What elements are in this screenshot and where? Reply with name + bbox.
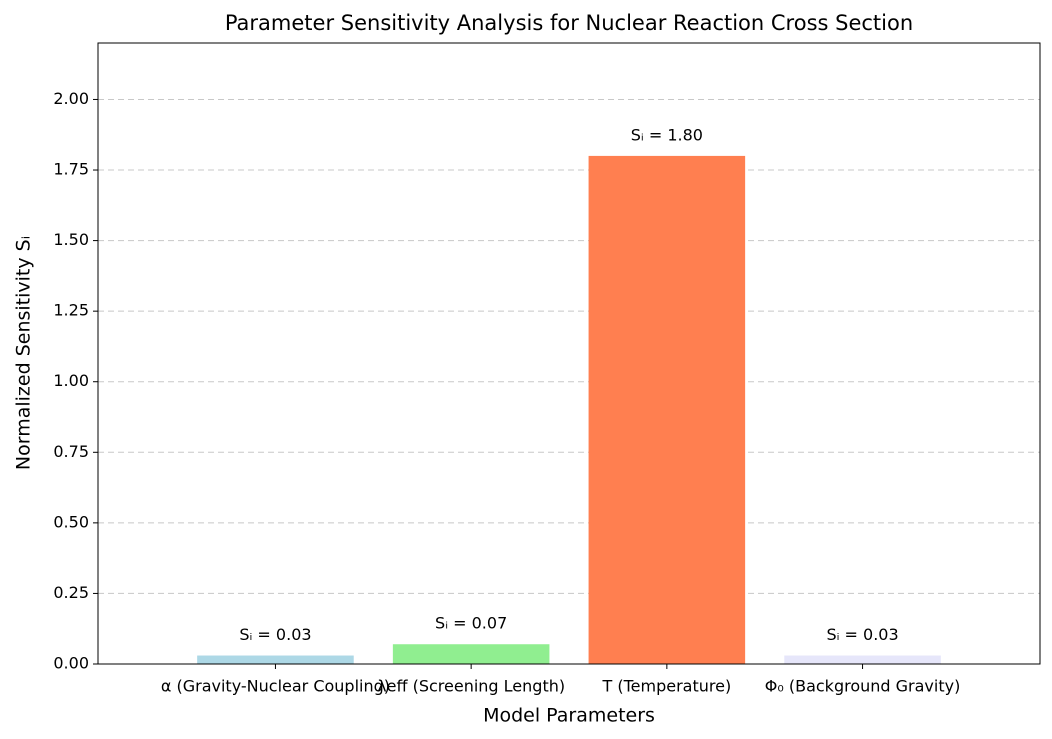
value-label: Sᵢ = 1.80 [631,125,703,144]
bar [197,655,354,664]
bar [588,155,746,664]
y-tick-label: 1.00 [53,371,89,390]
y-tick-label: 0.25 [53,583,89,602]
value-label: Sᵢ = 0.03 [826,625,898,644]
bar [392,644,550,664]
y-tick-label: 1.75 [53,160,89,179]
x-tick-label: T (Temperature) [601,677,731,696]
bar [784,655,941,664]
y-tick-label: 0.00 [53,654,89,673]
x-tick-label: Φ₀ (Background Gravity) [765,677,961,696]
y-axis-label: Normalized Sensitivity Sᵢ [13,236,35,470]
plot-frame [97,42,1041,665]
value-label: Sᵢ = 0.03 [239,625,311,644]
value-label: Sᵢ = 0.07 [435,614,507,633]
y-tick-label: 0.75 [53,442,89,461]
y-tick-label: 1.25 [53,301,89,320]
y-tick-label: 2.00 [53,89,89,108]
y-tick-label: 1.50 [53,230,89,249]
x-tick-label: λeff (Screening Length) [377,677,565,696]
x-axis-label: Model Parameters [483,705,655,727]
chart-title: Parameter Sensitivity Analysis for Nucle… [225,11,913,35]
x-tick-label: α (Gravity-Nuclear Coupling) [161,677,390,696]
y-tick-label: 0.50 [53,512,89,531]
